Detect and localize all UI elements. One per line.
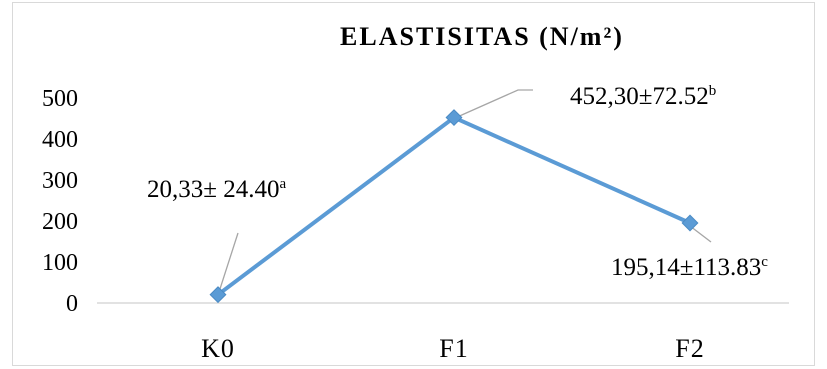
x-category-label: F1 [439,334,468,363]
data-label-leader [218,232,239,293]
data-point-marker [445,109,463,127]
data-point-marker [681,214,699,232]
y-tick-label: 0 [66,291,78,317]
y-tick-label: 500 [42,86,78,112]
y-tick-label: 400 [42,127,78,153]
y-tick-label: 300 [42,168,78,194]
data-label-leader [454,89,533,119]
x-category-label: F2 [675,334,704,363]
y-tick-label: 100 [42,250,78,276]
data-label: 452,30±72.52b [570,83,716,110]
data-label: 195,14±113.83c [611,254,768,281]
x-category-label: K0 [201,334,235,363]
data-label: 20,33± 24.40a [147,176,286,203]
chart-frame [12,2,815,366]
data-point-marker [209,286,227,304]
data-label-leader [689,225,712,243]
chart-title: ELASTISITAS (N/m²) [340,22,624,51]
y-tick-label: 200 [42,209,78,235]
